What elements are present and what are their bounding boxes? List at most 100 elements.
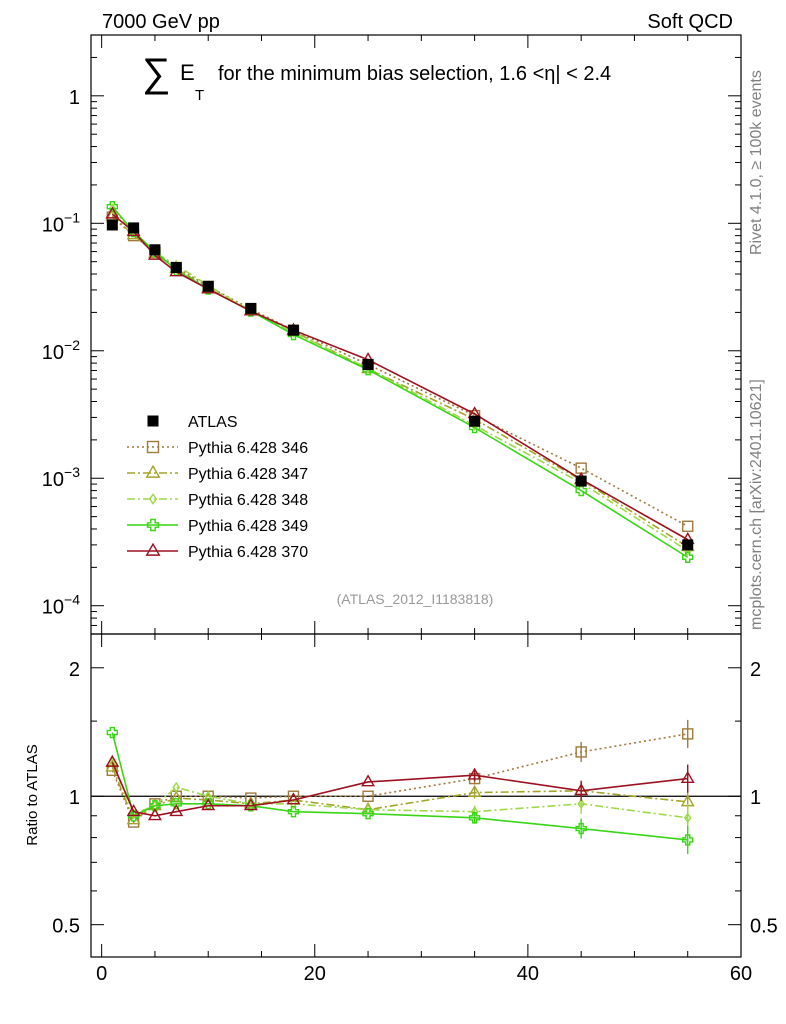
ratio-point	[105, 754, 120, 767]
data-point	[108, 203, 117, 215]
ratio-panel-frame	[90, 633, 742, 958]
ratio-y-tick-label-left: 0.5	[52, 916, 80, 938]
ratio-point	[243, 798, 258, 811]
ratio-point	[575, 822, 587, 835]
x-tick-label-20: 20	[304, 963, 326, 985]
data-point	[362, 359, 374, 371]
ratio-point	[286, 792, 301, 805]
legend-marker	[147, 415, 159, 427]
ratio-point	[169, 804, 184, 817]
data-point	[149, 244, 161, 256]
data-point	[682, 551, 694, 563]
ratio-point	[680, 770, 695, 784]
ratio-point	[362, 808, 374, 820]
ratio-y-tick-label-right: 1	[750, 787, 761, 809]
ratio-y-tick-label-right: 0.5	[750, 916, 778, 938]
ratio-point	[149, 800, 161, 812]
data-point	[682, 539, 694, 551]
data-point	[575, 462, 587, 474]
legend-item: Pythia 6.428 348	[127, 492, 308, 509]
tick-labels: 0 20 40 60 1 10−1 10−2 10−3 10−4 0.5 0.5 1 1 2 2	[42, 87, 778, 985]
ratio-point	[289, 798, 298, 810]
legend-label: Pythia 6.428 348	[188, 492, 308, 509]
data-point	[128, 222, 140, 234]
main-y-tick-label: 1	[69, 87, 80, 109]
main-y-tick-label: 10−4	[42, 592, 80, 619]
header-right: Soft QCD	[647, 11, 733, 33]
ratio-point	[106, 726, 119, 739]
ratio-ylabel: Ratio to ATLAS	[24, 744, 41, 845]
data-point	[287, 324, 299, 336]
legend-item: Pythia 6.428 370	[127, 542, 308, 561]
data-point	[245, 302, 257, 314]
legend-marker	[145, 464, 161, 478]
x-tick-label-40: 40	[517, 963, 539, 985]
ratio-point	[126, 812, 141, 825]
side-label-bottom: mcplots.cern.ch [arXiv:2401.10621]	[748, 379, 765, 630]
main-y-tick-label: 10−2	[42, 337, 80, 364]
ratio-point	[362, 790, 374, 802]
legend-label: Pythia 6.428 346	[188, 440, 308, 457]
title-e-letter: E	[180, 60, 195, 85]
ratio-line	[111, 762, 688, 817]
ratio-point	[147, 808, 162, 821]
ratio-point	[468, 812, 481, 824]
analysis-tag: (ATLAS_2012_I1183818)	[337, 591, 494, 607]
legend: ATLAS Pythia 6.428 346 Pythia 6.428 347 Pyt…	[127, 414, 308, 561]
title-t-subscript: T	[195, 87, 204, 104]
ratio-point	[287, 805, 300, 818]
ratio-point	[172, 781, 181, 793]
title-sum-symbol: ∑	[142, 51, 171, 95]
ratio-line	[111, 733, 688, 824]
ratio-series-pythia-6-428-348	[108, 756, 692, 832]
legend-marker	[146, 440, 160, 454]
legend-label: Pythia 6.428 370	[188, 544, 308, 561]
legend-label: Pythia 6.428 347	[188, 466, 308, 483]
main-y-tick-label: 10−1	[42, 209, 80, 236]
header-left: 7000 GeV pp	[102, 11, 220, 33]
ratio-point	[201, 798, 216, 811]
ratio-point	[287, 790, 300, 802]
ratio-point	[467, 784, 482, 798]
data-point	[106, 219, 118, 231]
data-point	[469, 415, 481, 427]
data-point	[202, 280, 214, 292]
series-pythia-6-428-346	[106, 211, 694, 532]
main-series	[105, 200, 695, 563]
main-y-tick-label: 10−3	[42, 464, 80, 491]
data-point	[105, 206, 120, 219]
axis-ticks	[91, 34, 742, 957]
ratio-point	[126, 804, 141, 817]
title-text: for the minimum bias selection, 1.6 <η| …	[218, 63, 611, 85]
ratio-point	[682, 834, 694, 846]
ratio-point	[682, 728, 694, 740]
x-tick-label-0: 0	[96, 963, 107, 985]
ratio-point	[575, 746, 587, 758]
legend-marker	[146, 518, 160, 532]
side-label-top: Rivet 4.1.0, ≥ 100k events	[748, 70, 765, 255]
data-point	[575, 484, 587, 497]
series-atlas	[106, 219, 694, 551]
ratio-point	[577, 798, 585, 810]
ratio-y-tick-label-right: 2	[750, 659, 761, 681]
ratio-series-pythia-6-428-370	[105, 754, 695, 821]
ratio-y-tick-label-left: 2	[69, 659, 80, 681]
ratio-y-tick-label-left: 1	[69, 787, 80, 809]
data-point	[170, 262, 182, 274]
chart-title: ∑ E T for the minimum bias selection, 1.…	[142, 51, 611, 104]
ratio-point	[467, 767, 482, 780]
legend-marker	[148, 493, 158, 505]
ratio-point	[683, 812, 692, 824]
legend-item: Pythia 6.428 349	[127, 518, 308, 535]
legend-item: Pythia 6.428 347	[127, 464, 308, 483]
legend-label: ATLAS	[188, 414, 238, 431]
legend-marker	[145, 542, 161, 556]
ratio-series	[105, 719, 695, 854]
legend-label: Pythia 6.428 349	[188, 518, 308, 535]
series-line	[111, 213, 689, 541]
legend-item: Pythia 6.428 346	[127, 440, 308, 457]
ratio-point	[361, 774, 376, 787]
ratio-point	[574, 783, 589, 796]
data-point	[575, 475, 587, 487]
